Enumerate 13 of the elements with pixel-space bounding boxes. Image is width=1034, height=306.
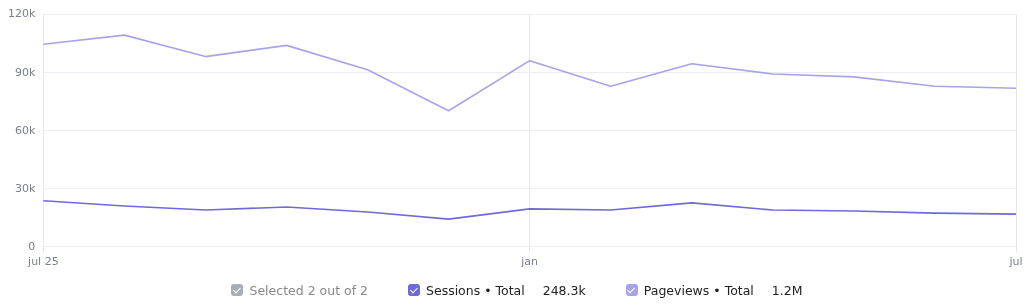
x-tick-label: jan [520, 255, 539, 269]
y-tick-label: 120k [7, 7, 36, 21]
y-tick-label: 90k [14, 65, 36, 79]
legend-label: Sessions • Total [426, 282, 525, 298]
text: 248.3k [542, 282, 586, 298]
text: 1.2M [771, 282, 803, 298]
y-tick-label: 60k [14, 123, 36, 137]
x-tick-label: jul 25 [27, 255, 59, 269]
legend-label: Pageviews • Total [643, 282, 754, 298]
y-tick-label: 30k [14, 181, 36, 195]
y-tick-label: 0 [28, 239, 36, 253]
x-tick-label: jul [1008, 255, 1023, 269]
text: Selected 2 out of 2 [249, 282, 368, 298]
